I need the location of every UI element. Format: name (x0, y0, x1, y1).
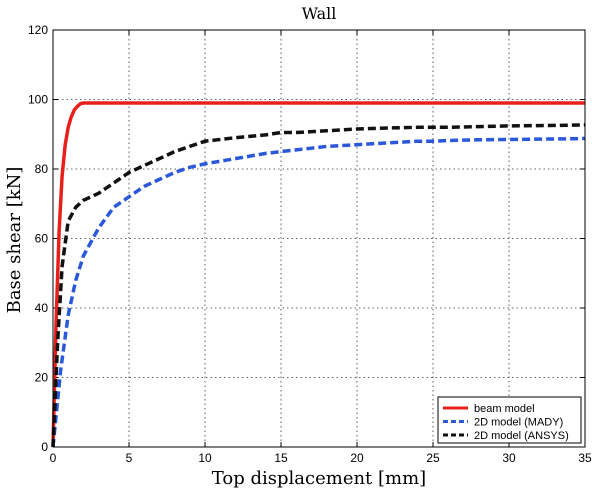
series-line-3 (51, 123, 586, 448)
y-tick-label: 60 (35, 232, 49, 246)
plot-area-frame (52, 29, 586, 448)
y-tick-label: 0 (41, 440, 48, 454)
x-tick-label: 15 (274, 451, 288, 465)
y-tick-label: 100 (28, 93, 48, 107)
x-tick-label: 20 (350, 451, 364, 465)
legend-label: 2D model (MADY) (474, 417, 563, 429)
x-tick-label: 5 (126, 451, 133, 465)
legend: beam model 2D model (MADY)2D model (ANSYS… (437, 396, 582, 444)
y-tick-label: 40 (35, 301, 49, 315)
series-line-2 (51, 136, 586, 448)
x-axis-label: Top displacement [mm] (212, 468, 426, 489)
series-line-1 (51, 101, 585, 448)
y-tick-label: 80 (35, 162, 49, 176)
y-tick-label: 120 (28, 23, 48, 37)
x-tick-label: 30 (502, 451, 516, 465)
x-tick-label: 0 (50, 451, 57, 465)
legend-label: 2D model (ANSYS) (474, 430, 569, 442)
grid-lines (53, 30, 585, 447)
x-tick-label: 10 (198, 451, 212, 465)
chart-title: Wall (302, 4, 337, 23)
axis-ticks: 0 5 10 15 20 25 30 35 0 20 40 60 80 100 120 (28, 23, 592, 465)
legend-label: beam model (474, 403, 535, 415)
y-tick-label: 20 (35, 371, 49, 385)
series-group (51, 101, 586, 448)
x-tick-label: 35 (578, 451, 592, 465)
x-tick-label: 25 (426, 451, 440, 465)
y-axis-label: Base shear [kN] (4, 167, 25, 314)
